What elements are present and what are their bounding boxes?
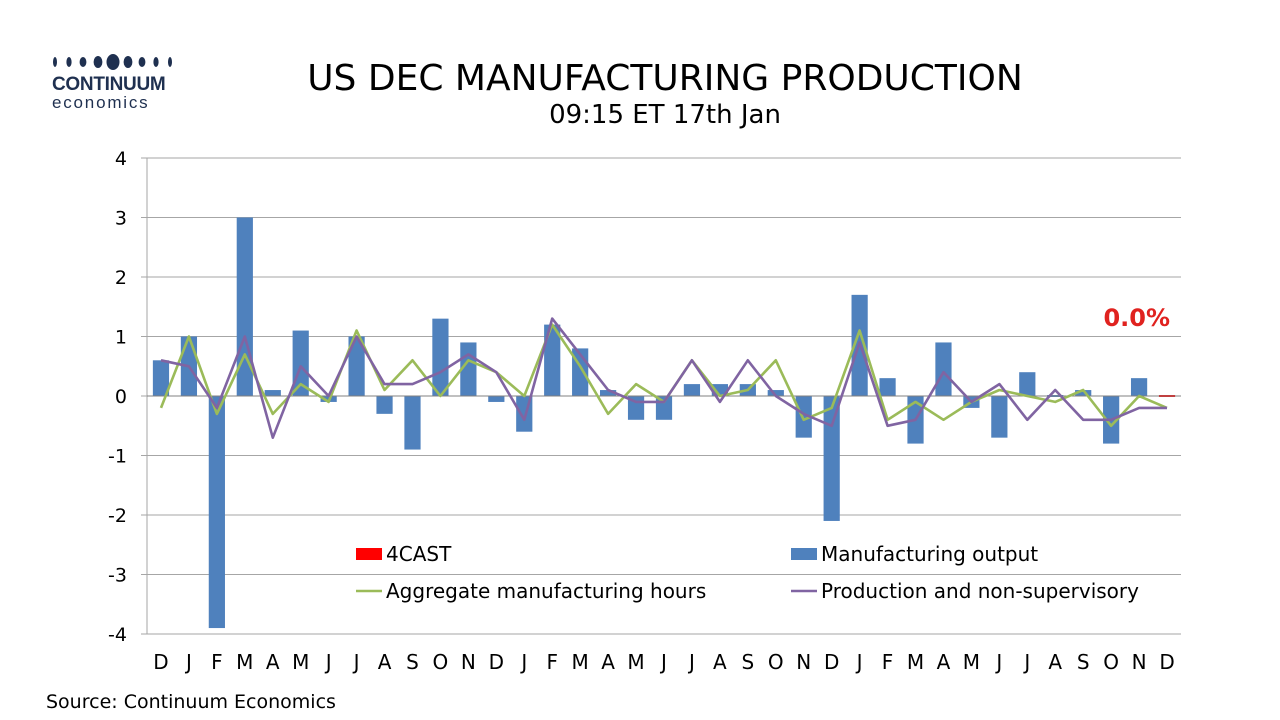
y-tick-label: 1 xyxy=(115,327,127,349)
logo-dot xyxy=(153,57,159,67)
x-tick-label: F xyxy=(211,650,223,674)
output-bar xyxy=(432,318,449,396)
x-tick-label: F xyxy=(882,650,894,674)
y-tick-label: 0 xyxy=(115,386,127,408)
logo-dot xyxy=(66,57,72,67)
x-tick-label: N xyxy=(461,650,476,674)
logo-dots xyxy=(53,54,172,70)
logo-dot xyxy=(106,54,120,70)
output-bar xyxy=(488,396,505,402)
logo-dot xyxy=(138,57,146,67)
x-tick-label: M xyxy=(292,650,309,674)
output-bar xyxy=(683,384,701,396)
x-tick-label: J xyxy=(687,650,695,674)
y-tick-label: 3 xyxy=(115,208,127,230)
x-tick-label: J xyxy=(352,650,360,674)
x-tick-label: S xyxy=(1077,650,1090,674)
x-tick-label: J xyxy=(184,650,192,674)
y-tick-label: -1 xyxy=(108,446,127,468)
output-bar xyxy=(879,378,896,396)
production-line xyxy=(160,317,1167,440)
x-tick-label: M xyxy=(907,650,924,674)
source-note: Source: Continuum Economics xyxy=(46,691,336,713)
logo-dot xyxy=(53,57,57,67)
logo-dot xyxy=(168,57,172,67)
logo-dot xyxy=(123,56,133,68)
output-bar xyxy=(711,384,728,396)
x-tick-label: D xyxy=(824,650,839,674)
x-tick-label: J xyxy=(994,650,1002,674)
output-bar xyxy=(1019,372,1036,396)
output-bar xyxy=(1075,390,1092,396)
y-tick-label: -3 xyxy=(108,565,127,587)
x-tick-label: A xyxy=(378,650,392,674)
x-tick-label: M xyxy=(572,650,589,674)
x-tick-label: J xyxy=(855,650,863,674)
legend-label: Aggregate manufacturing hours xyxy=(386,579,706,603)
output-bar xyxy=(935,342,952,396)
output-bar xyxy=(544,324,561,396)
y-tick-label: 4 xyxy=(115,148,127,170)
x-tick-label: S xyxy=(406,650,419,674)
output-bar xyxy=(823,396,840,521)
x-tick-label: F xyxy=(546,650,558,674)
output-bar xyxy=(208,396,225,629)
output-bar xyxy=(376,396,393,414)
forecast-callout: 0.0% xyxy=(1103,304,1170,332)
output-bar xyxy=(767,390,784,396)
logo-sub: economics xyxy=(52,93,150,112)
logo-dot xyxy=(93,56,103,68)
x-tick-label: J xyxy=(1022,650,1030,674)
x-tick-label: J xyxy=(519,650,527,674)
x-tick-label: A xyxy=(713,650,727,674)
x-tick-label: M xyxy=(236,650,253,674)
legend-label: 4CAST xyxy=(386,542,452,566)
y-tick-label: 2 xyxy=(115,267,127,289)
output-bar xyxy=(264,390,281,396)
output-bar xyxy=(991,396,1008,438)
x-tick-label: A xyxy=(1048,650,1062,674)
x-tick-label: J xyxy=(659,650,667,674)
y-tick-label: -4 xyxy=(108,624,127,646)
chart-title: US DEC MANUFACTURING PRODUCTION xyxy=(307,58,1023,99)
x-tick-label: O xyxy=(433,650,449,674)
legend-label: Manufacturing output xyxy=(821,542,1038,566)
logo-dot xyxy=(79,57,87,67)
x-tick-label: A xyxy=(937,650,951,674)
output-bar xyxy=(348,336,365,396)
x-tick-label: O xyxy=(1103,650,1119,674)
y-tick-label: -2 xyxy=(108,505,127,527)
output-bar xyxy=(1130,378,1148,396)
output-bar xyxy=(404,396,421,450)
x-tick-label: J xyxy=(324,650,332,674)
x-tick-label: O xyxy=(768,650,784,674)
x-tick-label: M xyxy=(963,650,980,674)
output-bar xyxy=(600,390,617,396)
x-tick-label: D xyxy=(489,650,504,674)
output-bar xyxy=(152,360,170,396)
legend-swatch xyxy=(791,548,817,560)
x-tick-label: M xyxy=(627,650,644,674)
x-tick-label: A xyxy=(266,650,280,674)
x-tick-label: A xyxy=(601,650,615,674)
logo-name: CONTINUUM xyxy=(52,74,166,95)
x-tick-label: S xyxy=(741,650,754,674)
x-tick-label: N xyxy=(1132,650,1147,674)
x-tick-label: N xyxy=(796,650,811,674)
legend-swatch xyxy=(356,548,382,560)
x-tick-label: D xyxy=(153,650,168,674)
x-tick-label: D xyxy=(1159,650,1174,674)
chart-subtitle: 09:15 ET 17th Jan xyxy=(549,100,781,130)
legend-label: Production and non-supervisory xyxy=(821,579,1139,603)
